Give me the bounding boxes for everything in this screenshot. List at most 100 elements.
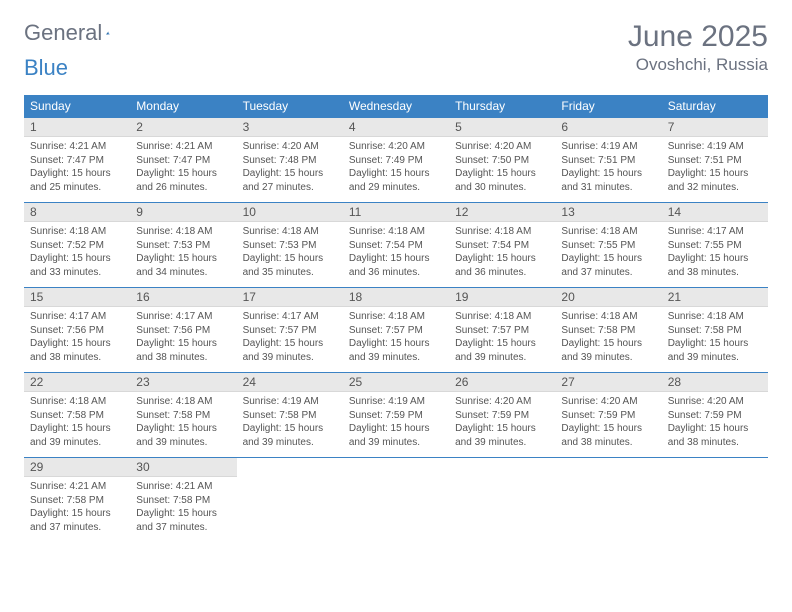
- sunset-line: Sunset: 7:58 PM: [243, 409, 337, 423]
- sunset-line: Sunset: 7:50 PM: [455, 154, 549, 168]
- day-number: 1: [24, 118, 130, 137]
- brand-word-1: General: [24, 20, 102, 46]
- brand-logo: General: [24, 20, 130, 46]
- calendar-day-cell: 26Sunrise: 4:20 AMSunset: 7:59 PMDayligh…: [449, 373, 555, 458]
- daylight-line: Daylight: 15 hours and 39 minutes.: [136, 422, 230, 449]
- location-label: Ovoshchi, Russia: [628, 55, 768, 75]
- sunset-line: Sunset: 7:58 PM: [30, 494, 124, 508]
- daylight-line: Daylight: 15 hours and 37 minutes.: [561, 252, 655, 279]
- sunset-line: Sunset: 7:51 PM: [668, 154, 762, 168]
- sunset-line: Sunset: 7:58 PM: [668, 324, 762, 338]
- daylight-line: Daylight: 15 hours and 39 minutes.: [561, 337, 655, 364]
- day-number: 24: [237, 373, 343, 392]
- day-number: 3: [237, 118, 343, 137]
- day-details: Sunrise: 4:19 AMSunset: 7:51 PMDaylight:…: [555, 137, 661, 202]
- daylight-line: Daylight: 15 hours and 39 minutes.: [30, 422, 124, 449]
- sunset-line: Sunset: 7:59 PM: [349, 409, 443, 423]
- calendar-day-cell: 16Sunrise: 4:17 AMSunset: 7:56 PMDayligh…: [130, 288, 236, 373]
- day-details: Sunrise: 4:21 AMSunset: 7:47 PMDaylight:…: [24, 137, 130, 202]
- day-number: 30: [130, 458, 236, 477]
- sunrise-line: Sunrise: 4:20 AM: [561, 395, 655, 409]
- calendar-day-cell: [555, 458, 661, 543]
- calendar-day-cell: 10Sunrise: 4:18 AMSunset: 7:53 PMDayligh…: [237, 203, 343, 288]
- day-number: 11: [343, 203, 449, 222]
- sunset-line: Sunset: 7:54 PM: [455, 239, 549, 253]
- day-details: Sunrise: 4:20 AMSunset: 7:50 PMDaylight:…: [449, 137, 555, 202]
- sunrise-line: Sunrise: 4:18 AM: [349, 310, 443, 324]
- day-details: Sunrise: 4:18 AMSunset: 7:54 PMDaylight:…: [449, 222, 555, 287]
- sunset-line: Sunset: 7:56 PM: [136, 324, 230, 338]
- day-details: Sunrise: 4:19 AMSunset: 7:58 PMDaylight:…: [237, 392, 343, 457]
- calendar-day-cell: 6Sunrise: 4:19 AMSunset: 7:51 PMDaylight…: [555, 118, 661, 203]
- sunrise-line: Sunrise: 4:20 AM: [349, 140, 443, 154]
- calendar-body: 1Sunrise: 4:21 AMSunset: 7:47 PMDaylight…: [24, 118, 768, 543]
- day-details: Sunrise: 4:20 AMSunset: 7:59 PMDaylight:…: [449, 392, 555, 457]
- sunrise-line: Sunrise: 4:20 AM: [455, 140, 549, 154]
- calendar-week-row: 1Sunrise: 4:21 AMSunset: 7:47 PMDaylight…: [24, 118, 768, 203]
- day-details: Sunrise: 4:21 AMSunset: 7:58 PMDaylight:…: [130, 477, 236, 542]
- sunrise-line: Sunrise: 4:21 AM: [30, 480, 124, 494]
- day-number: 12: [449, 203, 555, 222]
- sunrise-line: Sunrise: 4:21 AM: [136, 140, 230, 154]
- day-details: Sunrise: 4:18 AMSunset: 7:58 PMDaylight:…: [24, 392, 130, 457]
- day-details: Sunrise: 4:19 AMSunset: 7:51 PMDaylight:…: [662, 137, 768, 202]
- calendar-day-cell: [449, 458, 555, 543]
- calendar-week-row: 29Sunrise: 4:21 AMSunset: 7:58 PMDayligh…: [24, 458, 768, 543]
- day-number: 20: [555, 288, 661, 307]
- day-details: Sunrise: 4:18 AMSunset: 7:57 PMDaylight:…: [449, 307, 555, 372]
- daylight-line: Daylight: 15 hours and 29 minutes.: [349, 167, 443, 194]
- daylight-line: Daylight: 15 hours and 25 minutes.: [30, 167, 124, 194]
- day-details: Sunrise: 4:18 AMSunset: 7:53 PMDaylight:…: [130, 222, 236, 287]
- sunset-line: Sunset: 7:49 PM: [349, 154, 443, 168]
- calendar-day-cell: 12Sunrise: 4:18 AMSunset: 7:54 PMDayligh…: [449, 203, 555, 288]
- sunrise-line: Sunrise: 4:18 AM: [136, 395, 230, 409]
- calendar-day-cell: 17Sunrise: 4:17 AMSunset: 7:57 PMDayligh…: [237, 288, 343, 373]
- calendar-day-cell: 1Sunrise: 4:21 AMSunset: 7:47 PMDaylight…: [24, 118, 130, 203]
- calendar-day-cell: 2Sunrise: 4:21 AMSunset: 7:47 PMDaylight…: [130, 118, 236, 203]
- daylight-line: Daylight: 15 hours and 38 minutes.: [668, 252, 762, 279]
- weekday-header: Wednesday: [343, 95, 449, 118]
- sunrise-line: Sunrise: 4:21 AM: [30, 140, 124, 154]
- day-details: Sunrise: 4:17 AMSunset: 7:57 PMDaylight:…: [237, 307, 343, 372]
- day-number: 18: [343, 288, 449, 307]
- daylight-line: Daylight: 15 hours and 33 minutes.: [30, 252, 124, 279]
- calendar-day-cell: 23Sunrise: 4:18 AMSunset: 7:58 PMDayligh…: [130, 373, 236, 458]
- calendar-day-cell: [343, 458, 449, 543]
- brand-word-2: Blue: [24, 55, 68, 81]
- day-details: Sunrise: 4:18 AMSunset: 7:58 PMDaylight:…: [555, 307, 661, 372]
- day-number: 2: [130, 118, 236, 137]
- daylight-line: Daylight: 15 hours and 36 minutes.: [455, 252, 549, 279]
- day-number: 19: [449, 288, 555, 307]
- day-number: 10: [237, 203, 343, 222]
- day-details: Sunrise: 4:18 AMSunset: 7:58 PMDaylight:…: [130, 392, 236, 457]
- sunset-line: Sunset: 7:48 PM: [243, 154, 337, 168]
- sunset-line: Sunset: 7:58 PM: [136, 494, 230, 508]
- sunset-line: Sunset: 7:58 PM: [30, 409, 124, 423]
- day-number: 16: [130, 288, 236, 307]
- daylight-line: Daylight: 15 hours and 27 minutes.: [243, 167, 337, 194]
- calendar-day-cell: 11Sunrise: 4:18 AMSunset: 7:54 PMDayligh…: [343, 203, 449, 288]
- day-details: Sunrise: 4:18 AMSunset: 7:54 PMDaylight:…: [343, 222, 449, 287]
- day-number: 28: [662, 373, 768, 392]
- sunset-line: Sunset: 7:55 PM: [668, 239, 762, 253]
- daylight-line: Daylight: 15 hours and 30 minutes.: [455, 167, 549, 194]
- day-details: Sunrise: 4:17 AMSunset: 7:55 PMDaylight:…: [662, 222, 768, 287]
- day-details: Sunrise: 4:18 AMSunset: 7:53 PMDaylight:…: [237, 222, 343, 287]
- calendar-day-cell: 30Sunrise: 4:21 AMSunset: 7:58 PMDayligh…: [130, 458, 236, 543]
- weekday-header: Sunday: [24, 95, 130, 118]
- daylight-line: Daylight: 15 hours and 39 minutes.: [455, 422, 549, 449]
- calendar-day-cell: 29Sunrise: 4:21 AMSunset: 7:58 PMDayligh…: [24, 458, 130, 543]
- weekday-header: Tuesday: [237, 95, 343, 118]
- day-details: Sunrise: 4:20 AMSunset: 7:59 PMDaylight:…: [555, 392, 661, 457]
- calendar-table: SundayMondayTuesdayWednesdayThursdayFrid…: [24, 95, 768, 542]
- sunrise-line: Sunrise: 4:19 AM: [243, 395, 337, 409]
- sunrise-line: Sunrise: 4:17 AM: [668, 225, 762, 239]
- sunset-line: Sunset: 7:51 PM: [561, 154, 655, 168]
- calendar-day-cell: [237, 458, 343, 543]
- day-details: Sunrise: 4:18 AMSunset: 7:52 PMDaylight:…: [24, 222, 130, 287]
- sunrise-line: Sunrise: 4:18 AM: [561, 225, 655, 239]
- weekday-header: Friday: [555, 95, 661, 118]
- calendar-day-cell: 20Sunrise: 4:18 AMSunset: 7:58 PMDayligh…: [555, 288, 661, 373]
- day-number: 9: [130, 203, 236, 222]
- calendar-week-row: 8Sunrise: 4:18 AMSunset: 7:52 PMDaylight…: [24, 203, 768, 288]
